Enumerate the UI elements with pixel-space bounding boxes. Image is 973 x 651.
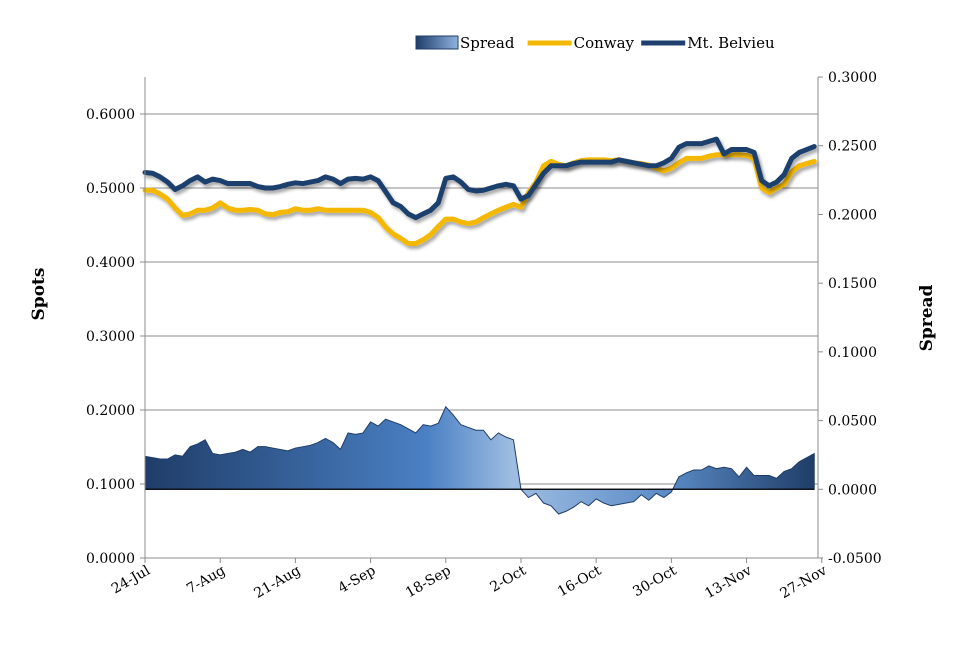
left-tick-label-6: 0.6000 [86,107,135,123]
legend-label-conway: Conway [574,34,635,52]
left-tick-label-5: 0.5000 [86,181,135,197]
right-axis-ticks: -0.0500 0.0000 0.0500 0.1000 0.1500 0.2000 0.2… [818,70,882,567]
x-tick-label-9: 27-Nov [777,563,829,602]
x-tick-label-6: 16-Oct [555,562,604,600]
left-axis-title: Spots [29,268,49,321]
line-series-mt-belvieu [142,136,817,221]
right-tick-label-4: 0.1500 [828,276,877,292]
left-tick-label-3: 0.3000 [86,329,135,345]
axes [144,77,819,559]
right-tick-label-3: 0.1000 [828,345,877,361]
legend-label-mt-belvieu: Mt. Belvieu [687,34,775,52]
right-tick-label-6: 0.2500 [828,139,877,155]
x-tick-label-1: 7-Aug [184,563,228,598]
right-tick-label-5: 0.2000 [828,207,877,223]
left-tick-label-0: 0.0000 [86,551,135,567]
right-tick-label-2: 0.0500 [828,414,877,430]
series-lines [142,136,817,246]
left-tick-label-4: 0.4000 [86,255,135,271]
right-tick-label-7: 0.3000 [828,70,877,86]
left-tick-label-2: 0.2000 [86,403,135,419]
left-tick-label-1: 0.1000 [86,477,135,493]
legend-swatch-spread [415,35,459,50]
x-tick-label-7: 30-Oct [630,562,679,600]
right-tick-label-1: 0.0000 [828,482,877,498]
x-tick-label-2: 21-Aug [252,563,304,602]
legend: Spread Conway Mt. Belvieu [415,34,775,52]
legend-label-spread: Spread [460,34,515,52]
x-tick-label-3: 4-Sep [336,563,379,597]
x-tick-label-5: 2-Oct [488,562,530,595]
spread-series-area [144,405,815,515]
spread-area [144,405,815,515]
x-tick-label-4: 18-Sep [403,563,454,602]
left-axis-ticks: 0.0000 0.1000 0.2000 0.3000 0.4000 0.5000 0.60… [86,107,145,567]
gridlines [145,113,818,559]
x-tick-label-8: 13-Nov [702,563,754,602]
x-tick-label-0: 24-Jul [109,562,154,597]
right-tick-label-0: -0.0500 [828,551,882,567]
line-series-conway [142,152,817,246]
right-axis-title: Spread [917,284,937,351]
x-axis-ticks: 24-Jul 7-Aug 21-Aug 4-Sep 18-Sep 2-Oct 16-Oct 3… [109,558,830,602]
